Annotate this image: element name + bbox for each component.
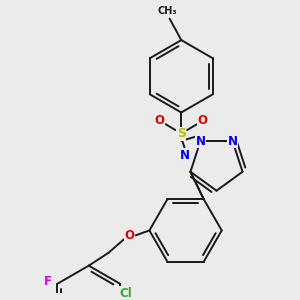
Text: N: N: [195, 135, 206, 148]
Text: N: N: [180, 149, 190, 162]
Text: F: F: [44, 275, 52, 288]
Text: O: O: [155, 114, 165, 127]
Text: S: S: [177, 128, 186, 140]
Text: N: N: [228, 135, 238, 148]
Text: Cl: Cl: [120, 287, 132, 300]
Text: O: O: [125, 229, 135, 242]
Text: O: O: [198, 114, 208, 127]
Text: CH₃: CH₃: [158, 6, 177, 16]
